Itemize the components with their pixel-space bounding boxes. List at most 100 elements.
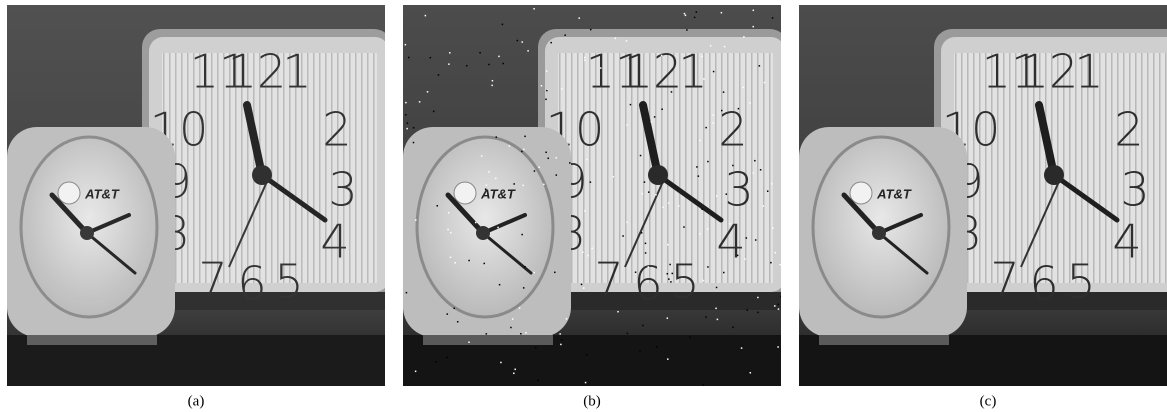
soft-overlay — [7, 5, 385, 386]
noise-dot — [779, 264, 781, 266]
noise-dot — [716, 287, 718, 289]
noise-dot — [721, 110, 723, 112]
noise-dot — [717, 319, 719, 321]
noise-dot — [668, 202, 670, 204]
noise-dot — [485, 188, 487, 190]
noise-dot — [757, 312, 759, 314]
noise-dot — [678, 205, 680, 207]
noise-dot — [753, 10, 755, 12]
clock-numeral: 1 — [1074, 45, 1103, 99]
noise-dot — [484, 263, 486, 265]
noise-dot — [774, 305, 776, 307]
noise-dot — [413, 142, 415, 144]
noise-dot — [524, 136, 526, 138]
noise-dot — [774, 252, 776, 254]
noise-dot — [644, 181, 646, 183]
noise-dot — [754, 160, 756, 162]
noise-dot — [715, 308, 717, 310]
noise-dot — [419, 101, 421, 103]
large-clock-base — [553, 292, 783, 310]
noise-dot — [466, 65, 468, 67]
noise-dot — [741, 347, 743, 349]
noise-dot — [486, 333, 488, 335]
small-clock-foot — [423, 335, 553, 345]
noise-dot — [578, 17, 580, 19]
small-clock-bell — [850, 182, 872, 204]
noise-dot — [662, 206, 664, 208]
noise-dot — [667, 358, 669, 360]
noise-dot — [778, 304, 780, 306]
noise-dot — [538, 380, 540, 382]
noise-dot — [760, 169, 762, 171]
noise-dot — [627, 333, 629, 335]
noise-dot — [586, 354, 588, 356]
noise-dot — [496, 136, 498, 138]
clock-numeral: 4 — [716, 215, 745, 269]
hub — [1044, 165, 1064, 185]
noise-dot — [771, 183, 773, 185]
noise-dot — [750, 372, 752, 374]
noise-dot — [513, 183, 515, 185]
photo: 111211029384765AT&T — [7, 5, 392, 386]
noise-dot — [491, 85, 493, 87]
noise-dot — [547, 158, 549, 160]
clock-numeral: 6 — [633, 257, 662, 311]
noise-dot — [671, 91, 673, 93]
noise-dot — [705, 127, 707, 129]
noise-dot — [755, 239, 757, 241]
noise-dot — [780, 296, 782, 298]
noise-dot — [626, 124, 628, 126]
noise-dot — [450, 257, 452, 259]
noise-dot — [723, 91, 725, 93]
noise-dot — [590, 29, 592, 31]
clock-numeral: 1 — [678, 45, 707, 99]
noise-dot — [742, 87, 744, 89]
noise-dot — [743, 36, 745, 38]
noise-dot — [584, 59, 586, 61]
noise-dot — [550, 42, 552, 44]
clock-numeral: 7 — [990, 253, 1019, 307]
noise-dot — [406, 128, 408, 130]
noise-dot — [519, 307, 521, 309]
photo-panel: 111211029384765AT&T — [403, 5, 788, 386]
noise-dot — [437, 205, 439, 207]
noise-dot — [405, 102, 407, 104]
noise-dot — [648, 191, 650, 193]
noise-dot — [521, 234, 523, 236]
noise-dot — [495, 178, 497, 180]
noise-dot — [757, 297, 759, 299]
noise-dot — [520, 333, 522, 335]
noise-dot — [703, 78, 705, 80]
noise-dot — [569, 162, 571, 164]
noise-dot — [707, 266, 709, 268]
noise-dot — [534, 170, 536, 172]
small-clock-bell — [454, 182, 476, 204]
noise-dot — [626, 222, 628, 224]
noise-dot — [723, 272, 725, 274]
noise-dot — [586, 159, 588, 161]
noise-dot — [502, 24, 504, 26]
noise-dot — [479, 52, 481, 54]
noise-dot — [670, 281, 672, 283]
noise-dot — [656, 346, 658, 348]
noise-dot — [405, 114, 407, 116]
clock-brand: AT&T — [876, 186, 912, 201]
noise-dot — [533, 8, 535, 10]
noise-dot — [626, 40, 628, 42]
noise-dot — [778, 308, 780, 310]
noise-dot — [408, 57, 410, 59]
noise-dot — [497, 227, 499, 229]
clock-numeral: 12 — [624, 45, 683, 99]
noise-dot — [684, 13, 686, 15]
noise-dot — [640, 155, 642, 157]
small-clock-foot — [819, 335, 949, 345]
noise-dot — [447, 313, 449, 315]
noise-dot — [433, 111, 435, 113]
noise-dot — [499, 284, 501, 286]
small-hub — [872, 226, 886, 240]
clock-numeral: 2 — [718, 103, 747, 157]
noise-dot — [713, 114, 715, 116]
clock-numeral: 6 — [1029, 257, 1058, 311]
noise-dot — [545, 99, 547, 101]
noise-dot — [721, 12, 723, 14]
